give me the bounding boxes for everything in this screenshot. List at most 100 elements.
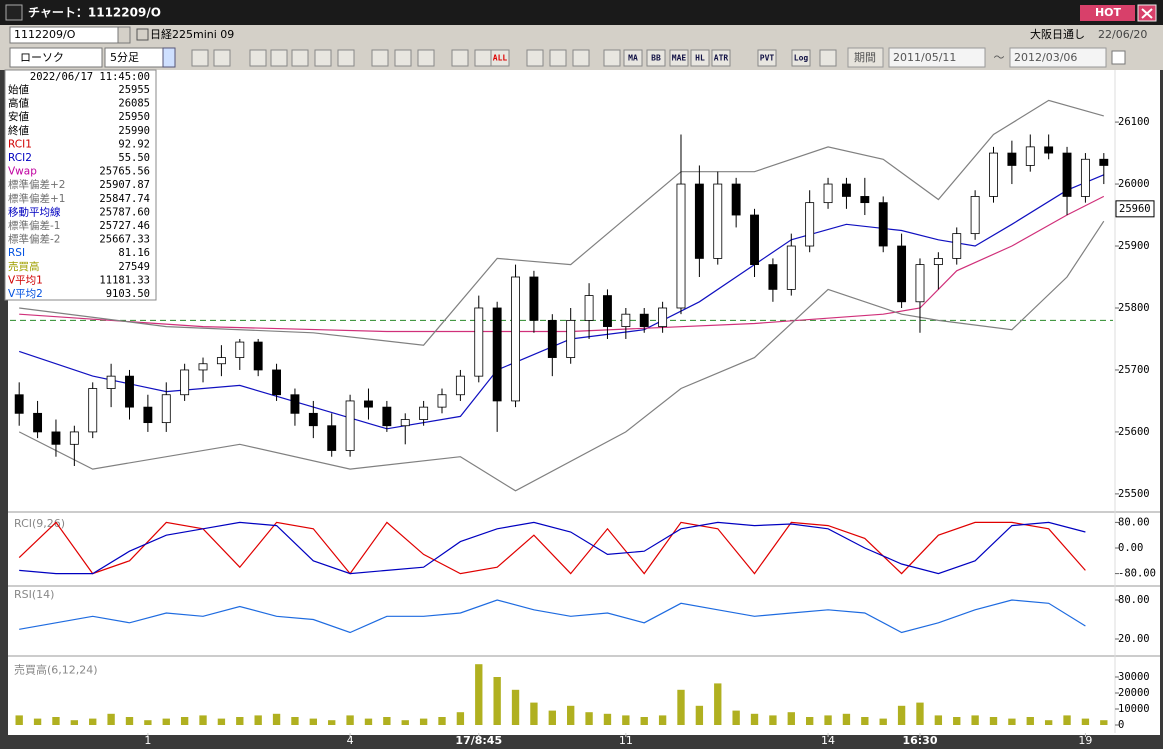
period-label[interactable]: 期間: [854, 51, 876, 64]
tool-icon[interactable]: [603, 49, 621, 67]
checkbox[interactable]: [1111, 50, 1126, 65]
tool-icon[interactable]: [819, 49, 837, 67]
tool-button-label[interactable]: HL: [695, 54, 705, 63]
dropdown-button[interactable]: [117, 26, 131, 44]
volume-bar: [272, 713, 281, 725]
tool-icon[interactable]: [371, 49, 389, 67]
tool-button[interactable]: [690, 49, 710, 67]
candle-body: [235, 341, 245, 358]
tool-icon[interactable]: [337, 49, 355, 67]
candle-body: [419, 406, 429, 420]
candle-body: [88, 388, 98, 433]
to-date-field[interactable]: [1009, 47, 1107, 68]
candle-body: [989, 152, 998, 197]
tool-icon[interactable]: [394, 49, 412, 67]
volume-bar: [750, 713, 759, 725]
last-price-label: 25960: [1119, 203, 1151, 215]
chart-style[interactable]: ローソク: [20, 51, 64, 64]
candle-body: [731, 183, 741, 216]
volume-bar: [658, 715, 667, 725]
info-label: V平均1: [8, 274, 43, 286]
tool-icon[interactable]: [451, 49, 469, 67]
tool-icon[interactable]: [291, 49, 309, 67]
series-line: [18, 521, 1086, 575]
tool-button[interactable]: [646, 49, 666, 67]
tool-button[interactable]: [669, 49, 689, 67]
volume-bar: [769, 715, 777, 725]
instrument-icon: [136, 28, 149, 41]
candle-body: [33, 412, 43, 433]
info-value: 25950: [118, 111, 150, 123]
tool-button[interactable]: [757, 49, 777, 67]
candle-body: [823, 183, 833, 204]
symbol[interactable]: 1112209/O: [14, 28, 76, 41]
tool-icon[interactable]: [191, 49, 209, 67]
tool-button-label[interactable]: ATR: [714, 54, 729, 63]
volume-bar: [309, 718, 318, 725]
tool-icon[interactable]: [549, 49, 567, 67]
candle-body: [529, 276, 539, 321]
info-panel: [4, 69, 157, 301]
from-date[interactable]: 2011/05/11: [893, 51, 956, 64]
y-tick-label: 20.00: [1118, 633, 1150, 645]
panel-title: RCI(9,26): [14, 517, 65, 530]
tool-button-label[interactable]: MA: [628, 54, 638, 63]
from-date-field[interactable]: [888, 47, 986, 68]
volume-bar: [70, 720, 79, 725]
tool-icon[interactable]: [474, 49, 492, 67]
info-label: 標準偏差+1: [8, 192, 65, 205]
tool-icon[interactable]: [314, 49, 332, 67]
candle-body: [382, 406, 392, 427]
tool-button-label[interactable]: PVT: [760, 54, 775, 63]
candle-body: [860, 196, 870, 204]
tool-button[interactable]: [711, 49, 731, 67]
y-tick-label: 10000: [1118, 703, 1150, 715]
y-tick-label: 25800: [1118, 302, 1150, 314]
tool-button-label[interactable]: MAE: [672, 54, 687, 63]
tool-button-label[interactable]: ALL: [493, 54, 508, 63]
dropdown-button[interactable]: [162, 47, 176, 68]
x-tick-label: 16:30: [902, 734, 937, 747]
y-tick-label: -80.00: [1118, 568, 1156, 580]
candle-body: [676, 183, 686, 309]
to-date[interactable]: 2012/03/06: [1014, 51, 1077, 64]
tool-button-label[interactable]: Log: [794, 54, 809, 63]
tool-button-label[interactable]: BB: [651, 54, 661, 63]
candle-body: [216, 357, 226, 365]
hot-label[interactable]: HOT: [1095, 6, 1122, 19]
info-value: 92.92: [118, 138, 150, 150]
volume-bar: [548, 710, 556, 725]
candle-body: [639, 313, 649, 327]
style-combobox[interactable]: [9, 47, 103, 68]
volume-bar: [346, 715, 354, 725]
info-label: V平均2: [8, 288, 43, 300]
volume-bar: [328, 720, 336, 725]
candle-body: [511, 276, 520, 402]
info-value: 81.16: [118, 247, 150, 259]
tool-button[interactable]: [791, 49, 811, 67]
tool-icon[interactable]: [572, 49, 590, 67]
range-separator: 〜: [994, 51, 1005, 64]
tool-icon[interactable]: [417, 49, 435, 67]
candle-body: [694, 183, 704, 259]
candle-body: [768, 264, 778, 290]
hot-button[interactable]: [1080, 5, 1135, 21]
candle-body: [198, 363, 208, 371]
volume-bar: [585, 712, 593, 725]
tool-icon[interactable]: [249, 49, 267, 67]
candle-body: [933, 258, 943, 266]
tool-button[interactable]: [490, 49, 510, 67]
tool-icon[interactable]: [526, 49, 544, 67]
candle-body: [566, 319, 576, 358]
info-label: RCI1: [8, 138, 32, 150]
info-label: 安値: [8, 110, 29, 123]
interval[interactable]: 5分足: [110, 51, 139, 64]
volume-bar: [622, 715, 630, 725]
tool-button[interactable]: [623, 49, 643, 67]
tool-icon[interactable]: [270, 49, 288, 67]
period-button[interactable]: [847, 47, 884, 68]
y-tick-label: 25700: [1118, 364, 1150, 376]
volume-bar: [805, 717, 814, 725]
volume-bar: [714, 683, 722, 725]
tool-icon[interactable]: [213, 49, 231, 67]
